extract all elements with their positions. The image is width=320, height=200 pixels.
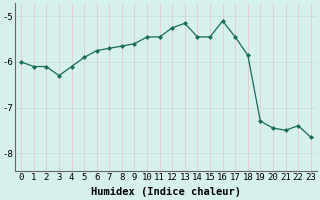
X-axis label: Humidex (Indice chaleur): Humidex (Indice chaleur) (91, 187, 241, 197)
